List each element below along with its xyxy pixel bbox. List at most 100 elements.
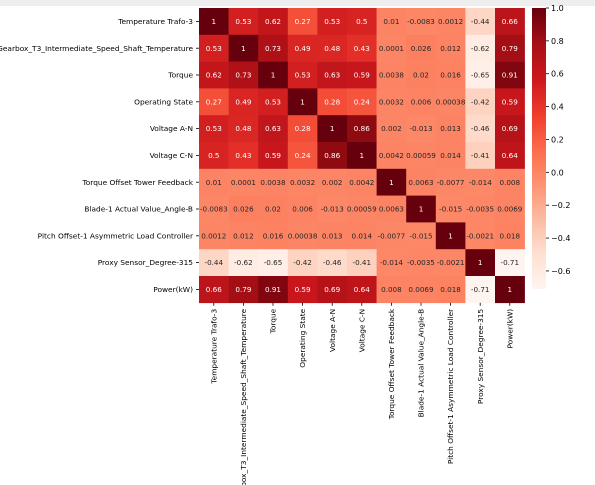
- heatmap-cell: [435, 168, 466, 196]
- cell-value-label: 0.59: [265, 151, 281, 160]
- cell-value-label: 0.49: [295, 44, 311, 53]
- heatmap-cell: [347, 8, 377, 36]
- heatmap-cell: [376, 61, 407, 89]
- cell-value-label: 0.01: [206, 178, 222, 187]
- cell-value-label: 0.62: [265, 17, 281, 26]
- x-tick-label: Pitch Offset-1 Asymmetric Load Controlle…: [446, 308, 455, 464]
- heatmap-cell: [199, 88, 229, 116]
- heatmap-cell: [495, 115, 525, 143]
- cell-value-label: 0.0012: [201, 231, 226, 240]
- cell-value-label: 0.012: [440, 44, 461, 53]
- cell-value-label: 0.0042: [379, 151, 404, 160]
- heatmap-cell: [258, 8, 289, 36]
- heatmap-cell: [406, 168, 437, 196]
- cell-value-label: 0.0001: [231, 178, 256, 187]
- colorbar-tick-label: −0.2: [551, 201, 570, 210]
- cell-value-label: 0.79: [502, 44, 518, 53]
- heatmap-cell: [465, 115, 496, 143]
- cell-value-label: 0.0042: [349, 178, 374, 187]
- cell-value-label: 0.53: [235, 17, 251, 26]
- heatmap-cell: [228, 115, 259, 143]
- cell-value-label: 0.63: [324, 71, 340, 80]
- cell-value-label: 0.63: [265, 124, 281, 133]
- heatmap-cell: [406, 115, 437, 143]
- cell-value-label: 0.0032: [290, 178, 315, 187]
- heatmap-cell: [495, 88, 525, 116]
- y-tick-label: Blade-1 Actual Value_Angle-B: [84, 205, 193, 214]
- heatmap-cell: [465, 61, 496, 89]
- y-tick-label: Voltage C-N: [150, 151, 193, 160]
- heatmap-cell: [347, 34, 377, 62]
- heatmap-cell: [228, 8, 259, 36]
- cell-value-label: 0.48: [324, 44, 340, 53]
- cell-value-label: 0.0012: [438, 17, 463, 26]
- cell-value-label: 0.018: [500, 231, 521, 240]
- cell-value-label: 0.02: [265, 205, 281, 214]
- x-tick-label: Torque Offset Tower Feedback: [387, 308, 396, 420]
- heatmap-cell: [376, 142, 407, 170]
- heatmap-cell: [435, 115, 466, 143]
- colorbar-tick-label: 0.4: [551, 103, 564, 112]
- cell-value-label: -0.0083: [407, 17, 435, 26]
- colorbar-tick-label: −0.4: [551, 234, 570, 243]
- cell-value-label: 0.62: [206, 71, 222, 80]
- heatmap-cell: [406, 8, 437, 36]
- heatmap-cell: [495, 34, 525, 62]
- cell-value-label: 0.69: [324, 285, 340, 294]
- cell-value-label: 0.002: [381, 124, 402, 133]
- heatmap-cell: [406, 61, 437, 89]
- cell-value-label: 0.66: [206, 285, 222, 294]
- y-tick-label: Gearbox_T3_Intermediate_Speed_Shaft_Temp…: [0, 44, 193, 53]
- cell-value-label: 0.0063: [379, 205, 404, 214]
- cell-value-label: 0.27: [206, 97, 222, 106]
- cell-value-label: 1: [389, 178, 394, 187]
- cell-value-label: 0.014: [440, 151, 461, 160]
- cell-value-label: 0.5: [208, 151, 219, 160]
- cell-value-label: -0.65: [264, 258, 283, 267]
- heatmap-cell: [228, 34, 259, 62]
- heatmap-cell: [287, 195, 318, 223]
- cell-value-label: 0.008: [381, 285, 402, 294]
- heatmap-cell: [376, 222, 407, 250]
- heatmap-cell: [199, 142, 229, 170]
- colorbar-tick-label: 1.0: [551, 4, 564, 13]
- heatmap-cell: [435, 142, 466, 170]
- cell-value-label: 1: [419, 205, 424, 214]
- heatmap-cell: [347, 88, 377, 116]
- cell-value-label: -0.44: [204, 258, 223, 267]
- cell-value-label: 0.00038: [288, 231, 318, 240]
- cell-value-label: 0.66: [502, 17, 518, 26]
- cell-value-label: 0.43: [354, 44, 370, 53]
- x-tick-label: Blade-1 Actual Value_Angle-B: [417, 309, 426, 418]
- heatmap-cell: [465, 8, 496, 36]
- cell-value-label: 0.00059: [406, 151, 436, 160]
- heatmap-cell: [495, 142, 525, 170]
- heatmap-cell: [435, 249, 466, 277]
- cell-value-label: 0.0038: [260, 178, 286, 187]
- cell-value-label: -0.014: [380, 258, 404, 267]
- colorbar-tick-label: 0.6: [551, 70, 564, 79]
- heatmap-cell: [406, 249, 437, 277]
- heatmap-cell: [406, 276, 437, 304]
- colorbar-tick-label: 0.2: [551, 135, 564, 144]
- cell-value-label: 0.43: [235, 151, 251, 160]
- y-tick-label: Voltage A-N: [150, 124, 193, 133]
- heatmap-cell: [347, 115, 377, 143]
- heatmap-cell: [287, 88, 318, 116]
- heatmap-cell: [376, 249, 407, 277]
- heatmap-cell: [376, 168, 407, 196]
- cell-value-label: 1: [448, 231, 453, 240]
- y-tick-label: Proxy Sensor_Degree-315: [98, 258, 194, 267]
- cell-value-label: 0.0032: [379, 97, 404, 106]
- cell-value-label: -0.65: [471, 71, 490, 80]
- cell-value-label: -0.62: [471, 44, 490, 53]
- cell-value-label: -0.62: [234, 258, 253, 267]
- cell-value-label: 0.59: [354, 71, 370, 80]
- cell-value-label: 0.01: [383, 17, 399, 26]
- heatmap-cell: [228, 195, 259, 223]
- cell-value-label: 0.002: [322, 178, 343, 187]
- heatmap-cell: [347, 61, 377, 89]
- heatmap-cell: [199, 8, 229, 36]
- heatmap-cell: [199, 195, 229, 223]
- heatmap-cell: [228, 61, 259, 89]
